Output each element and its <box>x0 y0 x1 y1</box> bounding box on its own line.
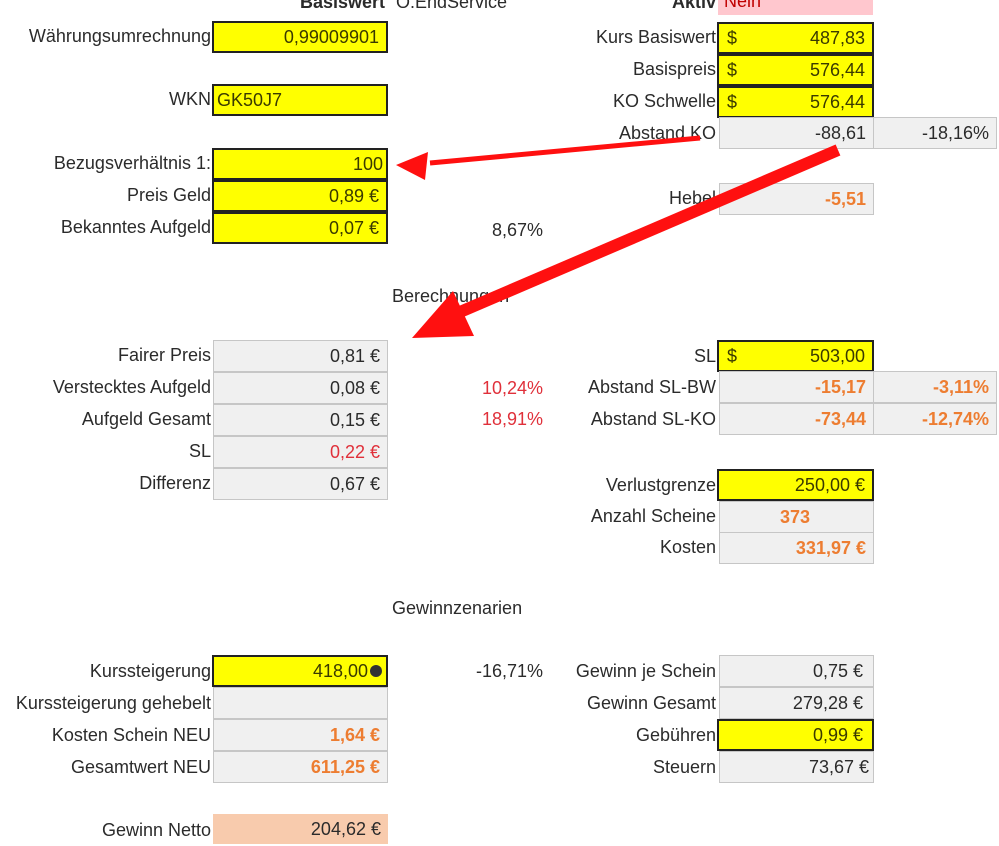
cursor-icon <box>370 665 382 678</box>
gewinn-je-schein-value[interactable]: 0,75 € <box>719 655 874 687</box>
anzahl-value[interactable]: 373 <box>719 501 874 533</box>
hebel-value[interactable]: -5,51 <box>719 183 874 215</box>
kurssteigerung-input[interactable]: 418,00 <box>212 655 388 687</box>
versteckt-value[interactable]: 0,08 € <box>213 372 388 404</box>
aufgeld-gesamt-percent: 18,91% <box>481 409 543 429</box>
kosten-neu-label: Kosten Schein NEU <box>51 725 211 745</box>
versteckt-label: Verstecktes Aufgeld <box>52 377 211 397</box>
abstand-ko-percent[interactable]: -18,16% <box>873 117 997 149</box>
hebel-label: Hebel <box>668 188 716 208</box>
sl-usd-value: 503,00 <box>809 346 865 366</box>
verlustgrenze-label: Verlustgrenze <box>605 475 716 495</box>
abstand-sl-ko-value[interactable]: -73,44 <box>719 403 874 435</box>
anzahl-label: Anzahl Scheine <box>590 506 716 526</box>
abstand-sl-ko-label: Abstand SL-KO <box>590 409 716 429</box>
kosten-neu-value[interactable]: 1,64 € <box>213 719 388 751</box>
waehrung-input[interactable]: 0,99009901 <box>212 21 388 53</box>
gewinn-netto-value[interactable]: 204,62 € <box>213 814 388 844</box>
differenz-value[interactable]: 0,67 € <box>213 468 388 500</box>
abstand-sl-bw-percent[interactable]: -3,11% <box>873 371 997 403</box>
sl-value[interactable]: 0,22 € <box>213 436 388 468</box>
gesamtwert-neu-label: Gesamtwert NEU <box>70 757 211 777</box>
berechnungen-title: Berechnungen <box>392 286 510 306</box>
steuern-label: Steuern <box>652 757 716 777</box>
kurssteigerung-label: Kurssteigerung <box>89 661 211 681</box>
aufgeld-input[interactable]: 0,07 € <box>212 212 388 244</box>
basispreis-value: 576,44 <box>809 60 865 80</box>
ko-value: 576,44 <box>809 92 865 112</box>
basispreis-label: Basispreis <box>632 59 716 79</box>
aufgeld-percent: 8,67% <box>491 220 543 240</box>
gewinn-je-schein-label: Gewinn je Schein <box>575 661 716 681</box>
gehebelt-value[interactable] <box>213 687 388 719</box>
sl-label: SL <box>188 441 211 461</box>
fairer-preis-value[interactable]: 0,81 € <box>213 340 388 372</box>
dollar-sign: $ <box>727 346 738 366</box>
preis-geld-label: Preis Geld <box>126 185 211 205</box>
abstand-ko-value[interactable]: -88,61 <box>719 117 874 149</box>
wkn-input[interactable]: GK50J7 <box>212 84 388 116</box>
abstand-sl-bw-label: Abstand SL-BW <box>587 377 716 397</box>
basiswert-value: O.EndService <box>396 0 508 12</box>
gebuehren-input[interactable]: 0,99 € <box>717 719 874 751</box>
gehebelt-label: Kurssteigerung gehebelt <box>15 693 211 713</box>
kurs-value: 487,83 <box>809 28 865 48</box>
bezug-input[interactable]: 100 <box>212 148 388 180</box>
preis-geld-input[interactable]: 0,89 € <box>212 180 388 212</box>
wkn-label: WKN <box>169 89 211 109</box>
abstand-ko-label: Abstand KO <box>618 123 716 143</box>
aufgeld-gesamt-label: Aufgeld Gesamt <box>81 409 211 429</box>
aktiv-label: Aktiv <box>671 0 716 12</box>
aktiv-value[interactable]: Nein <box>718 0 873 15</box>
steuern-value[interactable]: 73,67 € <box>719 751 874 783</box>
fairer-preis-label: Fairer Preis <box>117 345 211 365</box>
aufgeld-label: Bekanntes Aufgeld <box>60 217 211 237</box>
gesamtwert-neu-value[interactable]: 611,25 € <box>213 751 388 783</box>
kurssteigerung-percent: -16,71% <box>475 661 543 681</box>
dollar-sign: $ <box>727 60 738 80</box>
gewinn-title: Gewinnzenarien <box>392 598 523 618</box>
gewinn-netto-label: Gewinn Netto <box>101 820 211 840</box>
waehrung-label: Währungsumrechnung <box>28 26 211 46</box>
sl-usd-label: SL <box>693 346 716 366</box>
ko-input[interactable]: $576,44 <box>717 86 874 118</box>
basiswert-label: Basiswert <box>299 0 385 12</box>
gewinn-gesamt-label: Gewinn Gesamt <box>586 693 716 713</box>
kosten-value[interactable]: 331,97 € <box>719 532 874 564</box>
kurs-label: Kurs Basiswert <box>595 27 716 47</box>
gebuehren-label: Gebühren <box>635 725 716 745</box>
dollar-sign: $ <box>727 28 738 48</box>
bezug-label: Bezugsverhältnis 1: <box>53 153 211 173</box>
kurs-input[interactable]: $487,83 <box>717 22 874 54</box>
gewinn-gesamt-value[interactable]: 279,28 € <box>719 687 874 719</box>
abstand-sl-ko-percent[interactable]: -12,74% <box>873 403 997 435</box>
abstand-sl-bw-value[interactable]: -15,17 <box>719 371 874 403</box>
kurssteigerung-value: 418,00 <box>312 661 368 681</box>
differenz-label: Differenz <box>139 473 211 493</box>
dollar-sign: $ <box>727 92 738 112</box>
ko-label: KO Schwelle <box>612 91 716 111</box>
versteckt-percent: 10,24% <box>481 378 543 398</box>
sl-usd-input[interactable]: $503,00 <box>717 340 874 372</box>
aufgeld-gesamt-value[interactable]: 0,15 € <box>213 404 388 436</box>
verlustgrenze-input[interactable]: 250,00 € <box>717 469 874 501</box>
basispreis-input[interactable]: $576,44 <box>717 54 874 86</box>
kosten-label: Kosten <box>659 537 716 557</box>
